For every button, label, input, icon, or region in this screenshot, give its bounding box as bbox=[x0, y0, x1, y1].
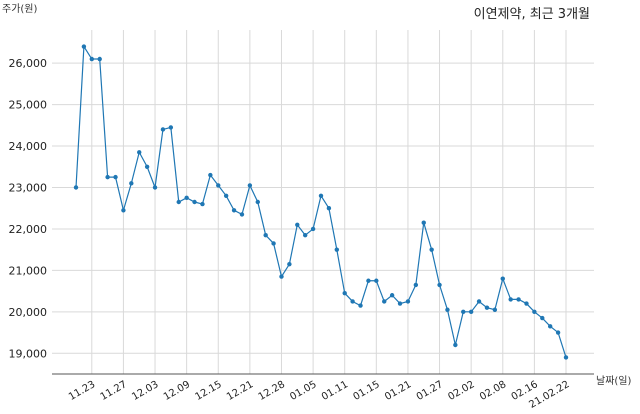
data-point bbox=[405, 299, 411, 304]
data-point bbox=[516, 297, 521, 302]
x-axis-label: 날짜(일) bbox=[596, 375, 632, 387]
x-tick-label: 12.03 bbox=[130, 379, 160, 403]
data-point bbox=[310, 226, 316, 232]
data-point bbox=[540, 315, 545, 321]
data-point bbox=[247, 183, 253, 188]
x-tick-label: 11.23 bbox=[67, 379, 97, 403]
y-tick-labels: 19,000 20,000 21,000 22,000 23,000 24,000 25,0… bbox=[9, 57, 48, 360]
y-tick-label: 21,000 bbox=[9, 264, 48, 277]
data-point bbox=[200, 201, 205, 207]
data-point bbox=[366, 278, 371, 283]
data-point bbox=[397, 301, 403, 306]
x-tick-label: 11.27 bbox=[99, 379, 129, 403]
data-point bbox=[563, 355, 569, 360]
y-tick-label: 25,000 bbox=[9, 99, 48, 112]
data-point bbox=[152, 185, 158, 190]
x-tick-label: 01.15 bbox=[352, 379, 382, 403]
data-point bbox=[239, 212, 245, 217]
data-point bbox=[476, 299, 482, 304]
data-point bbox=[208, 172, 213, 178]
data-point bbox=[223, 193, 229, 198]
data-point bbox=[137, 150, 142, 155]
x-tick-label: 12.15 bbox=[193, 379, 223, 403]
data-point bbox=[461, 309, 466, 315]
data-point bbox=[271, 241, 276, 246]
x-tick-label: 01.05 bbox=[288, 379, 318, 403]
price-series-line bbox=[75, 44, 567, 358]
data-point bbox=[184, 195, 189, 201]
data-point bbox=[524, 301, 529, 306]
data-point bbox=[350, 299, 355, 304]
data-point bbox=[358, 303, 363, 308]
data-point bbox=[492, 307, 498, 312]
data-point bbox=[382, 299, 387, 304]
data-point bbox=[295, 222, 300, 227]
x-tick-label: 02.08 bbox=[478, 379, 508, 403]
data-point bbox=[532, 309, 537, 315]
data-point bbox=[89, 56, 95, 62]
x-tick-label: 01.11 bbox=[320, 379, 350, 403]
data-point bbox=[302, 232, 308, 238]
grid-lines bbox=[52, 30, 594, 374]
data-point bbox=[468, 309, 474, 315]
data-point bbox=[279, 274, 284, 279]
data-point bbox=[318, 193, 324, 198]
data-point bbox=[129, 181, 134, 186]
data-point bbox=[287, 261, 292, 267]
x-tick-label: 12.21 bbox=[225, 379, 255, 403]
y-tick-label: 20,000 bbox=[9, 306, 48, 319]
data-point bbox=[231, 208, 237, 213]
data-point bbox=[73, 185, 79, 190]
data-point bbox=[216, 183, 221, 188]
y-tick-label: 23,000 bbox=[9, 181, 48, 194]
x-tick-label: 12.28 bbox=[257, 379, 287, 403]
x-tick-label: 01.21 bbox=[383, 379, 413, 403]
data-point bbox=[342, 290, 347, 296]
x-tick-labels: 11.23 11.27 12.03 12.09 12.15 12.21 12.28 01.05… bbox=[67, 379, 571, 411]
data-point bbox=[500, 276, 505, 281]
data-point bbox=[176, 199, 181, 205]
data-point bbox=[334, 247, 340, 252]
data-point bbox=[484, 305, 490, 310]
data-point bbox=[555, 330, 561, 335]
data-point bbox=[97, 56, 102, 62]
data-point bbox=[105, 174, 110, 180]
data-point bbox=[168, 125, 174, 130]
x-tick-label: 12.09 bbox=[162, 379, 192, 403]
y-tick-label: 19,000 bbox=[9, 347, 48, 360]
y-axis-label: 주가(원) bbox=[2, 3, 38, 15]
data-point bbox=[453, 342, 458, 348]
data-point bbox=[81, 44, 87, 49]
data-point bbox=[263, 232, 268, 238]
x-tick-label: 02.02 bbox=[446, 379, 476, 403]
data-point bbox=[326, 206, 332, 211]
y-tick-label: 26,000 bbox=[9, 57, 48, 70]
x-tick-label: 01.27 bbox=[415, 379, 445, 403]
data-point bbox=[374, 278, 379, 283]
data-point bbox=[413, 282, 419, 288]
y-tick-label: 24,000 bbox=[9, 140, 48, 153]
data-point bbox=[389, 293, 395, 298]
price-data-points bbox=[73, 44, 569, 360]
data-point bbox=[121, 208, 126, 213]
data-point bbox=[421, 220, 426, 225]
data-point bbox=[255, 199, 260, 205]
data-point bbox=[144, 164, 150, 169]
data-point bbox=[437, 282, 442, 288]
data-point bbox=[547, 324, 553, 329]
chart-title: 이연제약, 최근 3개월 bbox=[474, 7, 590, 22]
data-point bbox=[160, 127, 166, 132]
y-tick-label: 22,000 bbox=[9, 223, 48, 236]
data-point bbox=[113, 174, 118, 180]
data-point bbox=[445, 307, 450, 312]
data-point bbox=[192, 199, 197, 205]
data-point bbox=[508, 297, 513, 302]
data-point bbox=[429, 247, 434, 252]
